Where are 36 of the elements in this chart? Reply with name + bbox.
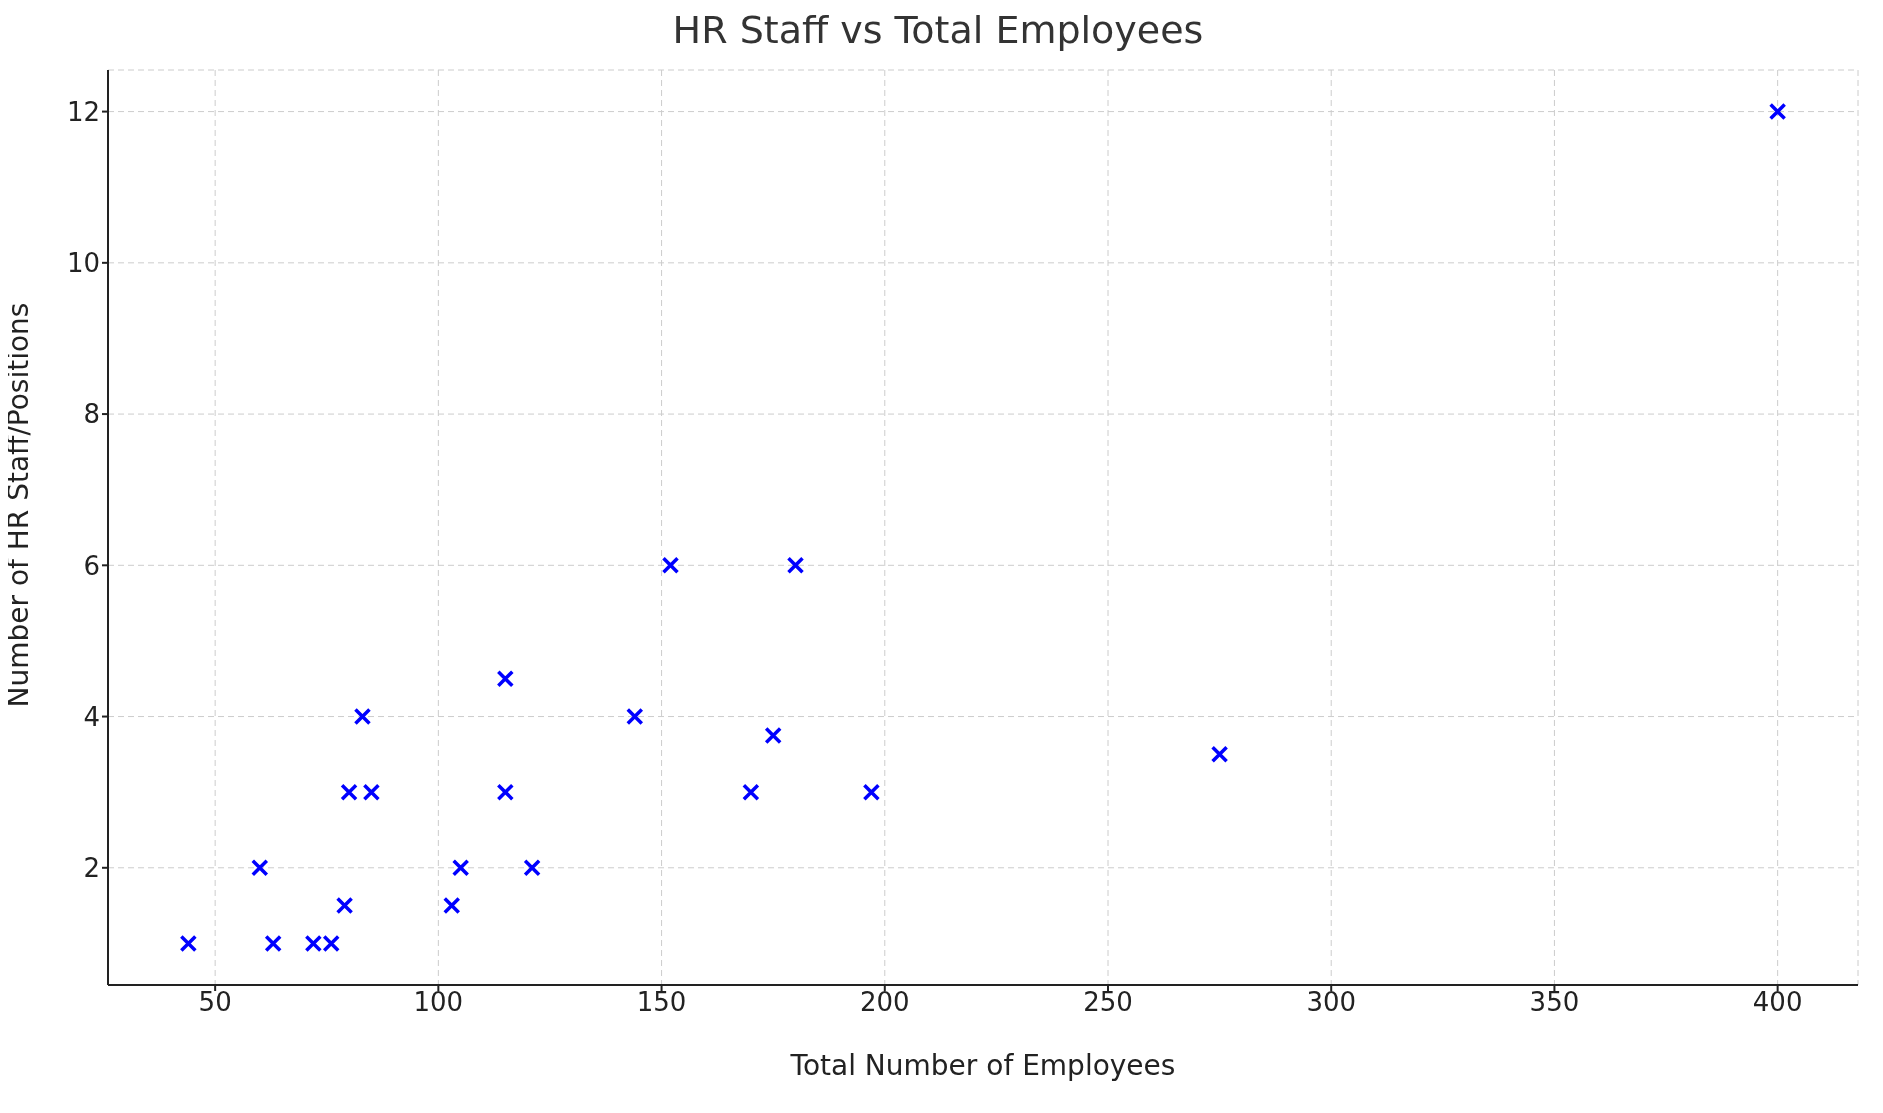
point <box>496 669 515 688</box>
x-tick-label: 400 <box>1752 987 1803 1018</box>
y-tick-label: 4 <box>83 701 100 732</box>
x-axis-title: Total Number of Employees <box>789 1049 1176 1082</box>
point <box>340 783 358 801</box>
point <box>362 783 381 801</box>
point <box>626 707 644 726</box>
y-tick-label: 12 <box>66 96 100 127</box>
y-tick-label: 10 <box>66 248 100 279</box>
point <box>264 934 282 953</box>
point <box>523 859 541 877</box>
point <box>661 556 680 575</box>
chart-title: HR Staff vs Total Employees <box>671 8 1205 54</box>
point <box>443 896 461 915</box>
point <box>496 783 515 801</box>
x-tick-label: 150 <box>636 987 687 1018</box>
x-tick-label: 200 <box>859 987 910 1018</box>
point <box>251 859 269 877</box>
x-tick-label: 100 <box>413 987 464 1018</box>
y-tick-label: 8 <box>83 399 100 430</box>
point <box>786 556 805 575</box>
point <box>862 783 881 801</box>
point <box>451 859 470 877</box>
y-tick-label: 6 <box>83 550 100 581</box>
x-tick-label: 350 <box>1529 987 1580 1018</box>
point <box>179 934 198 953</box>
point <box>764 726 782 745</box>
point <box>742 783 760 801</box>
point <box>1768 102 1787 121</box>
point <box>1210 745 1229 764</box>
y-tick-label: 2 <box>83 853 100 884</box>
x-tick-label: 250 <box>1083 987 1133 1018</box>
point <box>335 896 354 915</box>
point <box>353 707 372 726</box>
x-tick-label: 300 <box>1306 987 1357 1018</box>
x-tick-label: 50 <box>198 987 232 1018</box>
